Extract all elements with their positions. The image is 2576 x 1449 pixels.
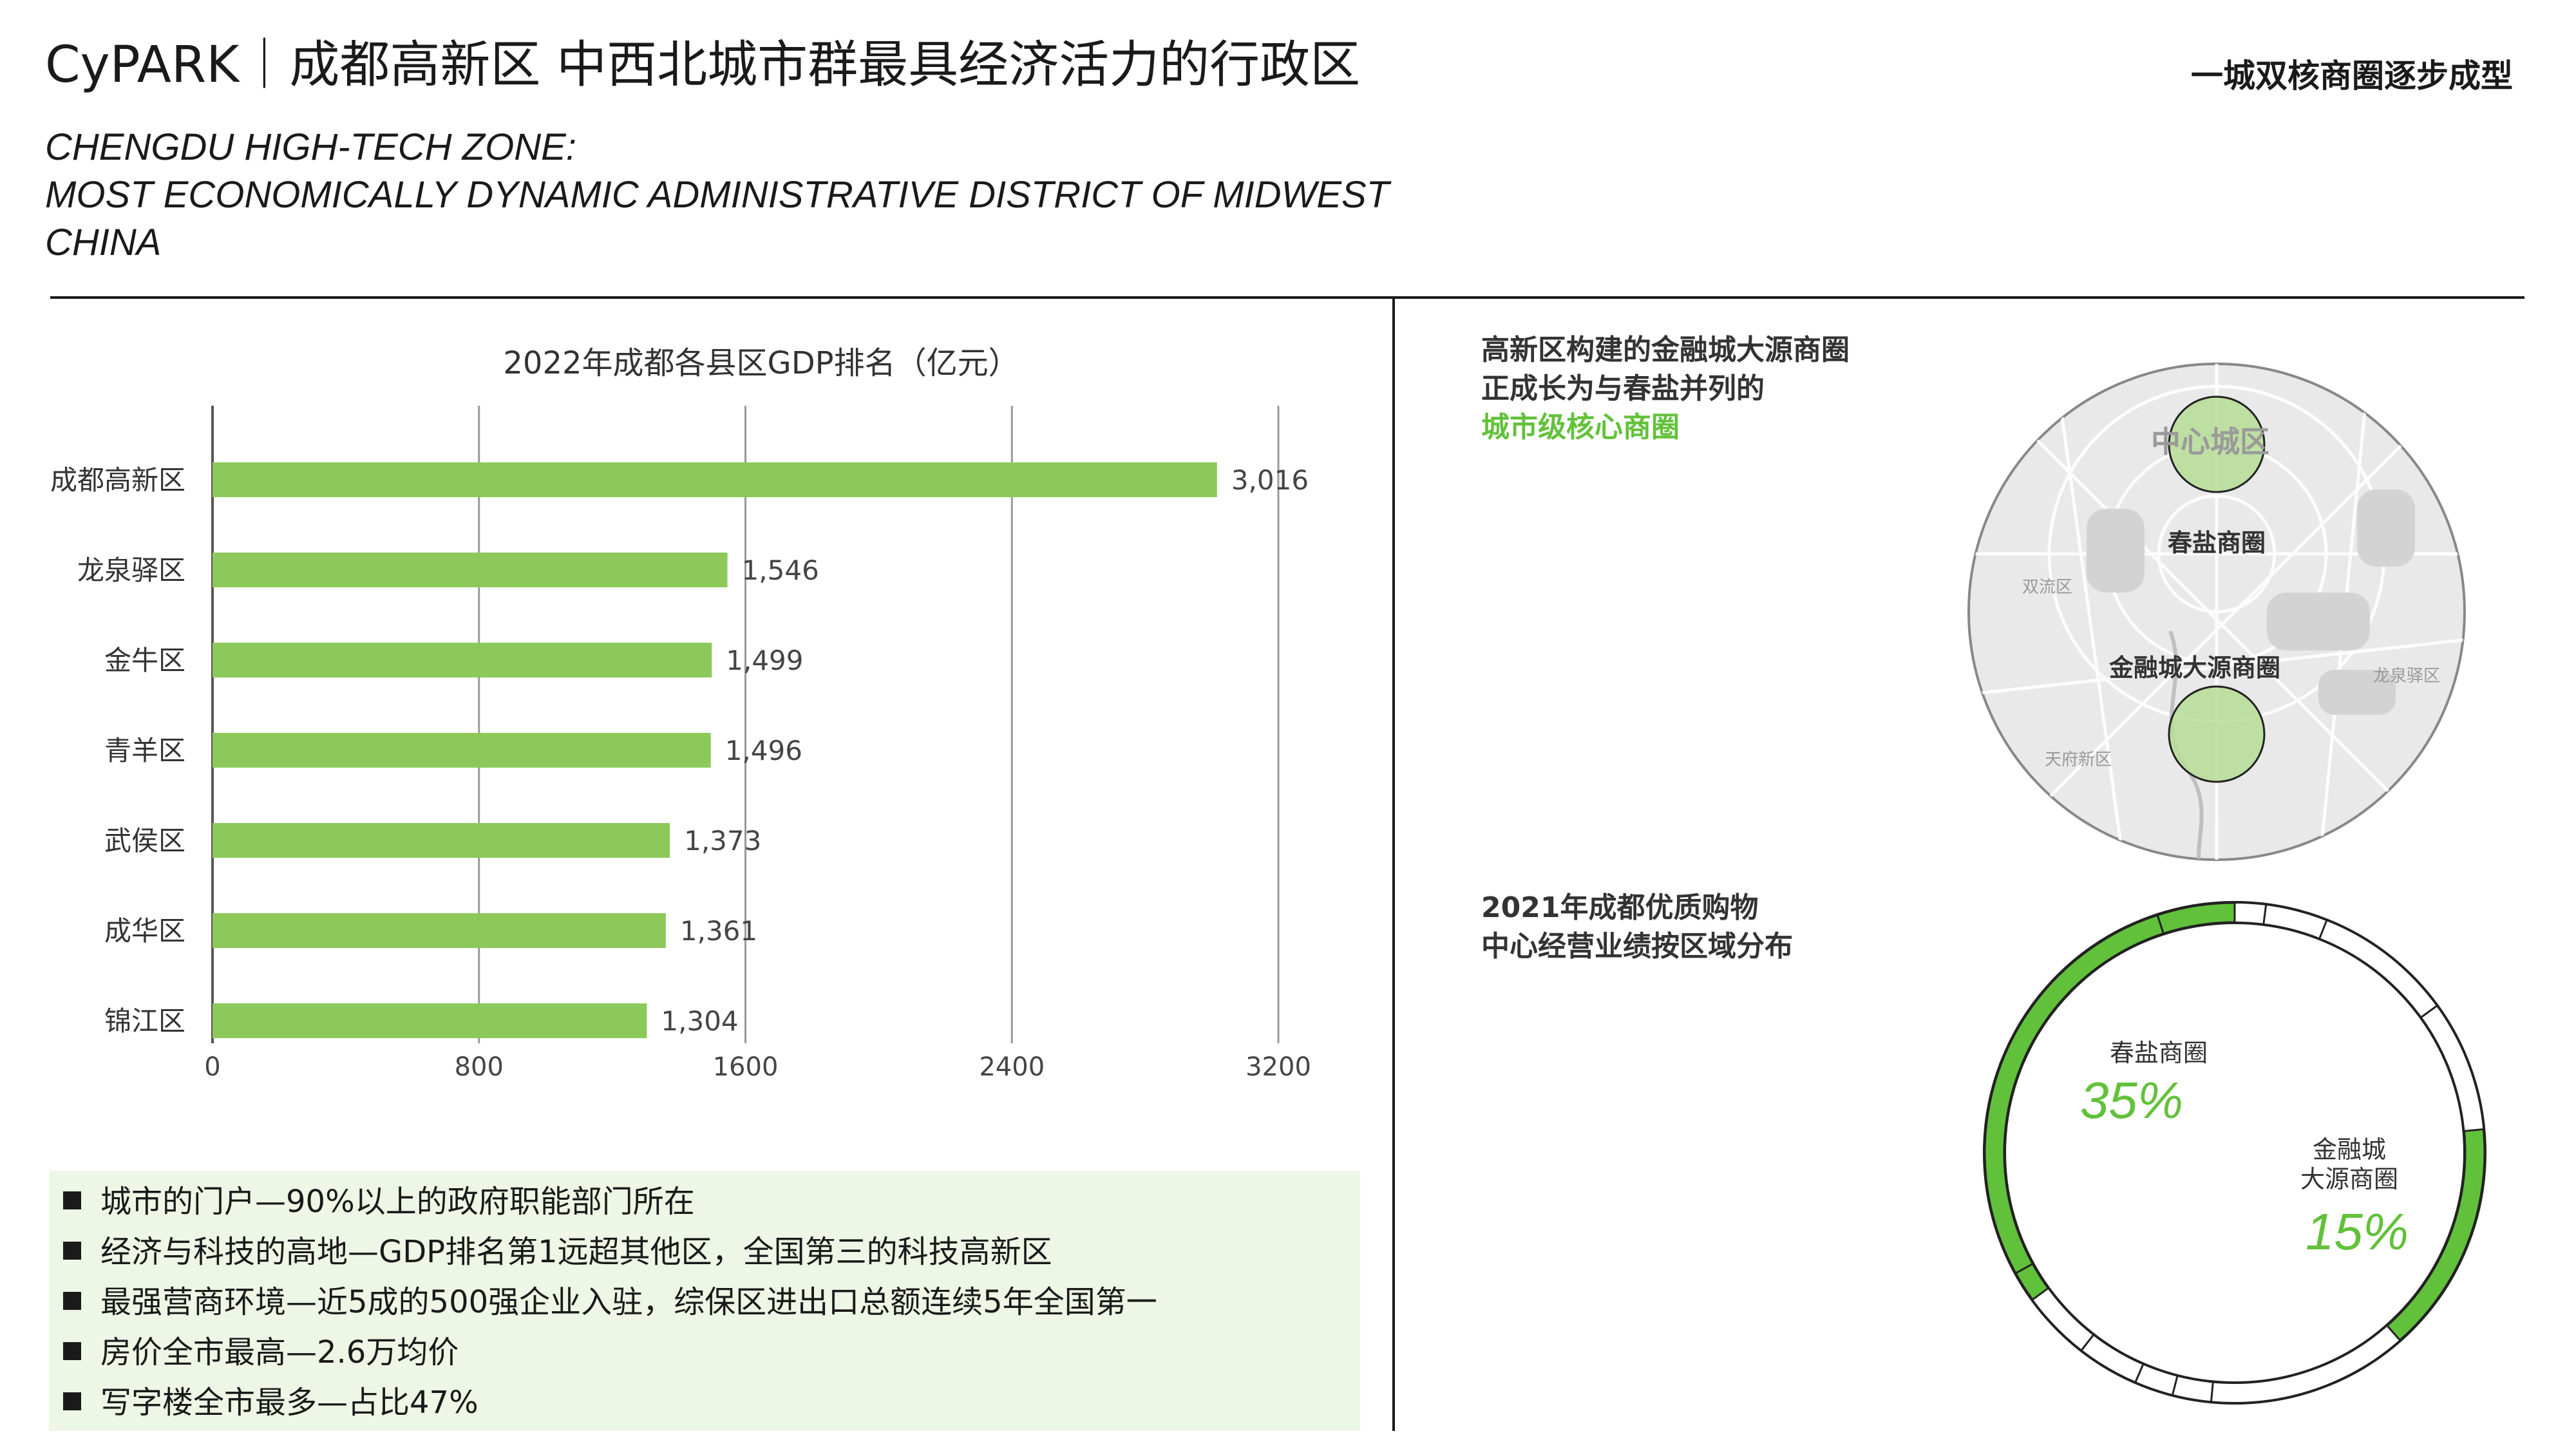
chunyan-label: 春盐商圈	[2168, 529, 2266, 557]
x-tick-label: 3200	[1245, 1052, 1311, 1082]
map-desc-highlight: 城市级核心商圈	[1481, 411, 1680, 444]
bullet-square-icon	[63, 1191, 81, 1209]
subtitle-line: MOST ECONOMICALLY DYNAMIC ADMINISTRATIVE…	[45, 174, 1390, 216]
bullet-text: 写字楼全市最多—占比47%	[100, 1385, 478, 1421]
category-label: 锦江区	[104, 1005, 185, 1037]
donut-divider	[2171, 1374, 2179, 1397]
x-tick-label: 0	[204, 1052, 220, 1082]
jinrong-segment-label: 金融城	[2313, 1135, 2386, 1164]
bar	[213, 913, 666, 948]
map-urban-areas	[2087, 489, 2415, 715]
donut-desc-line: 2021年成都优质购物	[1481, 891, 1759, 924]
category-label: 成都高新区	[50, 464, 185, 496]
bullet-text: 经济与科技的高地—GDP排名第1远超其他区，全国第三的科技高新区	[100, 1234, 1052, 1270]
subtitle-line: CHINA	[45, 222, 162, 263]
category-label: 龙泉驿区	[77, 554, 185, 586]
header-divider	[50, 296, 2524, 299]
section-heading: 一城双核商圈逐步成型	[2191, 57, 2513, 95]
bullet-item: 经济与科技的高地—GDP排名第1远超其他区，全国第三的科技高新区	[63, 1236, 1052, 1267]
bullet-square-icon	[63, 1292, 81, 1310]
map-description: 高新区构建的金融城大源商圈 正成长为与春盐并列的 城市级核心商圈	[1481, 331, 1850, 447]
value-label: 1,361	[680, 915, 757, 947]
longquanyi-label: 龙泉驿区	[2373, 667, 2440, 686]
tianfu-label: 天府新区	[2045, 750, 2112, 770]
donut-divider	[2420, 1004, 2439, 1019]
bar	[213, 643, 712, 677]
jinrong-percent: 15%	[2306, 1203, 2409, 1260]
chunyan-segment	[1984, 902, 2236, 1302]
value-label: 1,496	[725, 735, 802, 766]
bar	[213, 823, 670, 858]
donut-divider	[2014, 1262, 2034, 1275]
district-map: 中心城区 春盐商圈 金融城大源商圈 双流区 龙泉驿区 天府新区	[1967, 363, 2466, 861]
shuangliu-label: 双流区	[2022, 578, 2072, 597]
x-tick-label: 2400	[979, 1052, 1045, 1082]
donut-divider	[2156, 913, 2165, 935]
bullet-item: 房价全市最高—2.6万均价	[63, 1337, 459, 1368]
jinrong-segment-label: 大源商圈	[2300, 1165, 2398, 1193]
bullet-square-icon	[63, 1342, 81, 1360]
jinrong-highlight-circle	[2168, 685, 2266, 783]
chunyan-percent: 35%	[2080, 1072, 2183, 1129]
category-label: 金牛区	[104, 645, 185, 676]
donut-description: 2021年成都优质购物 中心经营业绩按区域分布	[1481, 889, 1793, 966]
bullet-text: 房价全市最高—2.6万均价	[100, 1334, 459, 1370]
bullet-square-icon	[63, 1392, 81, 1410]
bullet-text: 最强营商环境—近5成的500强企业入驻，综保区进出口总额连续5年全国第一	[100, 1284, 1157, 1320]
bullet-text: 城市的门户—90%以上的政府职能部门所在	[100, 1184, 695, 1220]
value-label: 1,499	[726, 645, 803, 676]
bullet-item: 最强营商环境—近5成的500强企业入驻，综保区进出口总额连续5年全国第一	[63, 1287, 1157, 1318]
center-district-label: 中心城区	[2151, 424, 2269, 459]
chart-title: 2022年成都各县区GDP排名（亿元）	[503, 345, 1019, 381]
subtitle-line: CHENGDU HIGH-TECH ZONE:	[45, 126, 576, 168]
bullet-item: 城市的门户—90%以上的政府职能部门所在	[63, 1186, 695, 1217]
highlights-box: 城市的门户—90%以上的政府职能部门所在 经济与科技的高地—GDP排名第1远超其…	[49, 1171, 1360, 1431]
district-share-donut: 春盐商圈 35% 金融城 大源商圈 15%	[1983, 901, 2486, 1405]
value-label: 1,304	[661, 1005, 738, 1037]
jinrong-label: 金融城大源商圈	[2108, 654, 2280, 682]
bar	[213, 733, 711, 768]
page-subtitle: CHENGDU HIGH-TECH ZONE: MOST ECONOMICALL…	[45, 124, 1389, 267]
bar	[213, 462, 1217, 497]
bar	[213, 553, 728, 587]
donut-divider	[2134, 1363, 2145, 1384]
bar	[213, 1003, 647, 1038]
map-desc-line: 高新区构建的金融城大源商圈	[1481, 334, 1850, 366]
x-tick-label: 1600	[713, 1052, 779, 1082]
category-label: 青羊区	[104, 735, 185, 766]
value-label: 3,016	[1231, 464, 1309, 496]
column-divider	[1392, 296, 1395, 1431]
donut-desc-line: 中心经营业绩按区域分布	[1481, 930, 1793, 963]
donut-divider	[2079, 1333, 2095, 1352]
value-label: 1,546	[742, 554, 819, 586]
map-desc-line: 正成长为与春盐并列的	[1481, 372, 1765, 405]
donut-divider	[2210, 1381, 2214, 1403]
donut-divider	[2262, 903, 2268, 925]
bullet-square-icon	[63, 1242, 81, 1260]
jinrong-segment	[2385, 1128, 2486, 1342]
x-tick-label: 800	[455, 1052, 504, 1082]
chunyan-highlight-circle	[2168, 395, 2266, 493]
chunyan-segment-label: 春盐商圈	[2110, 1039, 2208, 1067]
donut-divider	[2318, 918, 2328, 940]
bullet-item: 写字楼全市最多—占比47%	[63, 1387, 478, 1418]
value-label: 1,373	[684, 825, 761, 857]
category-label: 成华区	[104, 915, 185, 947]
gdp-bar-chart: 2022年成都各县区GDP排名（亿元） 0 800 1600 2400 3200 成都高新…	[50, 345, 1311, 1082]
category-label: 武侯区	[104, 825, 185, 857]
page-title: CyPARK｜成都高新区 中西北城市群最具经济活力的行政区	[45, 36, 1361, 94]
